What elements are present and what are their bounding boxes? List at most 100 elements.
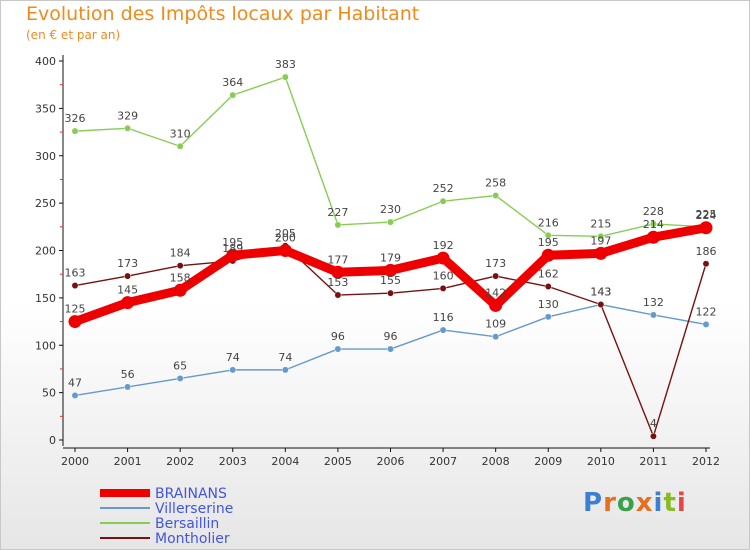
chart-subtitle: (en € et par an)	[26, 28, 121, 42]
data-point-villerserine	[702, 320, 710, 328]
data-point-montholier	[597, 301, 605, 308]
data-label-bersaillin: 230	[380, 203, 401, 216]
data-point-villerserine	[71, 392, 79, 399]
data-label-brainans: 200	[275, 232, 296, 245]
data-label-brainans: 192	[433, 239, 454, 252]
data-point-bersaillin	[544, 231, 552, 239]
data-label-brainans: 214	[643, 218, 664, 231]
data-point-bersaillin	[71, 127, 79, 135]
data-point-montholier	[71, 282, 79, 290]
data-point-montholier	[702, 260, 710, 268]
legend-label-brainans: BRAINANS	[155, 486, 227, 502]
y-tick-label: 300	[35, 150, 56, 163]
y-tick-label: 200	[35, 245, 56, 258]
proxiti-logo: Proxiti	[583, 488, 687, 518]
data-label-villerserine: 56	[121, 368, 135, 381]
data-label-montholier: 153	[327, 276, 348, 289]
data-label-bersaillin: 310	[170, 127, 191, 140]
data-label-villerserine: 96	[384, 330, 398, 343]
data-label-brainans: 197	[590, 234, 611, 247]
data-label-montholier: 173	[485, 257, 506, 270]
data-point-brainans	[68, 315, 82, 329]
data-label-montholier: 184	[170, 247, 191, 260]
data-label-villerserine: 47	[68, 376, 82, 389]
x-tick-label: 2004	[271, 455, 299, 468]
data-point-bersaillin	[492, 192, 500, 199]
data-label-montholier: 162	[538, 268, 559, 281]
data-label-bersaillin: 216	[538, 216, 559, 229]
y-tick-label: 150	[35, 292, 56, 305]
logo-letter: r	[603, 488, 617, 518]
x-tick-label: 2003	[219, 455, 247, 468]
data-label-brainans: 145	[117, 284, 138, 297]
y-tick-label: 350	[35, 102, 56, 115]
x-tick-label: 2006	[377, 455, 405, 468]
y-tick-label: 250	[35, 197, 56, 210]
data-point-bersaillin	[334, 221, 342, 229]
data-point-bersaillin	[387, 218, 394, 226]
data-point-brainans	[121, 296, 135, 310]
x-tick-label: 2000	[61, 455, 89, 468]
data-label-villerserine: 116	[433, 311, 454, 324]
y-tick-label: 50	[42, 387, 56, 400]
data-label-villerserine: 96	[331, 330, 345, 343]
data-point-bersaillin	[229, 91, 237, 99]
data-label-villerserine: 143	[590, 286, 611, 299]
data-label-montholier: 163	[65, 267, 86, 280]
data-point-bersaillin	[176, 142, 184, 150]
data-label-brainans: 224	[696, 209, 717, 222]
y-tick-label: 400	[35, 55, 56, 68]
data-label-villerserine: 65	[173, 359, 187, 372]
data-point-montholier	[544, 283, 552, 290]
data-point-montholier	[334, 291, 342, 299]
data-label-bersaillin: 383	[275, 58, 296, 71]
data-point-brainans	[646, 230, 660, 244]
data-label-bersaillin: 329	[117, 109, 138, 122]
data-label-montholier: 186	[696, 245, 717, 258]
data-label-villerserine: 132	[643, 296, 664, 309]
logo-letter: x	[635, 488, 654, 518]
y-tick-label: 0	[49, 434, 56, 447]
series-layer	[68, 73, 713, 440]
x-tick-label: 2007	[429, 455, 457, 468]
data-label-brainans: 158	[170, 271, 191, 284]
data-point-villerserine	[176, 374, 184, 382]
data-point-bersaillin	[439, 197, 447, 205]
data-point-montholier	[176, 262, 184, 270]
data-point-brainans	[699, 221, 713, 235]
logo-letter: i	[676, 488, 687, 518]
data-labels: 47 56 65 74 74 96 96 116 109 130 143 132 122 326 329 31…	[65, 58, 717, 430]
data-point-brainans	[436, 251, 450, 265]
data-point-montholier	[124, 272, 132, 280]
x-tick-label: 2005	[324, 455, 352, 468]
data-label-brainans: 142	[485, 286, 506, 299]
data-label-brainans: 177	[327, 253, 348, 266]
data-label-brainans: 179	[380, 251, 401, 264]
legend-label-montholier: Montholier	[155, 531, 230, 547]
data-point-brainans	[173, 283, 187, 297]
x-tick-label: 2011	[639, 455, 667, 468]
data-label-montholier: 155	[380, 274, 401, 287]
x-tick-label: 2001	[114, 455, 142, 468]
data-label-villerserine: 130	[538, 298, 559, 311]
data-label-bersaillin: 326	[65, 112, 86, 125]
data-label-montholier: 160	[433, 269, 454, 282]
x-tick-label: 2009	[534, 455, 562, 468]
data-label-brainans: 195	[538, 236, 559, 249]
x-tick-label: 2002	[166, 455, 194, 468]
x-tick-label: 2012	[692, 455, 720, 468]
data-label-montholier: 143	[590, 286, 611, 299]
data-label-montholier: 205	[275, 227, 296, 240]
data-label-bersaillin: 364	[222, 76, 243, 89]
data-point-bersaillin	[649, 220, 657, 228]
y-tick-label: 100	[35, 339, 56, 352]
data-point-brainans	[278, 244, 292, 257]
legend-label-bersaillin: Bersaillin	[155, 516, 219, 532]
data-label-bersaillin: 228	[643, 205, 664, 218]
x-tick-label: 2010	[587, 455, 615, 468]
data-label-montholier: 173	[117, 257, 138, 270]
chart-title: Evolution des Impôts locaux par Habitant	[26, 3, 420, 25]
data-point-brainans	[594, 246, 608, 260]
